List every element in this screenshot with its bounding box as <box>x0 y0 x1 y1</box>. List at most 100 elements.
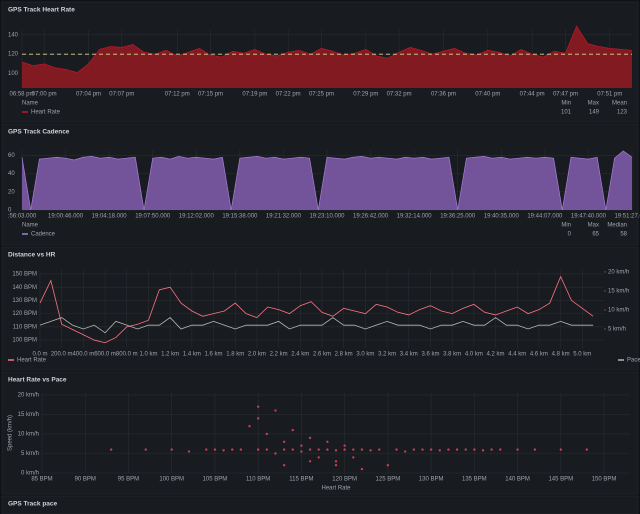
x-tick-label: 07:04 pm <box>76 92 101 98</box>
x-tick-label: 06:58 pm <box>9 92 34 98</box>
legend-header: Name <box>22 223 39 229</box>
x-tick-label: 2.2 km <box>270 352 288 358</box>
x-tick-label: 2.8 km <box>335 352 353 358</box>
x-tick-label: 19:36:25.000 <box>440 214 476 220</box>
x-tick-label: 19:47:40.000 <box>571 214 607 220</box>
x-tick-label: 90 BPM <box>75 477 96 483</box>
legend-stat: 149 <box>589 110 600 116</box>
legend-header: Mean <box>612 101 627 107</box>
x-tick-label: 3.2 km <box>378 352 396 358</box>
scatter-point <box>412 448 416 451</box>
x-tick-label: 135 BPM <box>462 477 487 483</box>
scatter-point <box>343 448 346 451</box>
x-tick-label: 4.2 km <box>487 352 505 358</box>
x-tick-label: 2.6 km <box>313 352 331 358</box>
x-tick-label: 3.4 km <box>400 352 418 358</box>
y-tick-label: 0 <box>8 208 12 214</box>
x-tick-label: 07:47 pm <box>553 92 578 98</box>
scatter-point <box>231 448 234 451</box>
y-tick-label: 15 km/h <box>18 412 39 418</box>
panel-title: GPS Track Heart Rate <box>8 7 75 14</box>
scatter-point <box>438 449 441 452</box>
legend-stat: 101 <box>561 110 572 116</box>
x-tick-label: 400.0 m <box>73 352 95 358</box>
x-tick-label: 600.0 m <box>94 352 116 358</box>
x-tick-label: 1.8 km <box>226 352 244 358</box>
x-tick-label: :56:03.000 <box>8 214 37 220</box>
legend-header: Name <box>22 101 39 107</box>
y-tick-label: 20 <box>8 189 15 195</box>
x-tick-label: 800.0 m <box>116 352 138 358</box>
scatter-point <box>291 428 294 432</box>
x-tick-label: 19:21:32.000 <box>266 214 302 220</box>
y-tick-label: 130 BPM <box>12 298 37 304</box>
x-tick-label: 140 BPM <box>505 477 530 483</box>
x-tick-label: 3.0 km <box>356 352 374 358</box>
x-tick-label: 105 BPM <box>203 477 228 483</box>
x-tick-label: 19:26:42.000 <box>353 214 389 220</box>
scatter-point <box>274 409 277 412</box>
scatter-point <box>308 460 312 463</box>
y2-tick-label: 20 km/h <box>608 269 629 275</box>
x-tick-label: 07:07 pm <box>109 92 134 98</box>
panel <box>1 246 639 371</box>
x-tick-label: 07:36 pm <box>431 92 456 98</box>
scatter-point <box>222 449 225 452</box>
scatter-point <box>533 448 537 451</box>
scatter-point <box>187 450 191 453</box>
scatter-point <box>352 448 355 451</box>
area-line <box>21 25 633 73</box>
scatter-point <box>334 463 338 467</box>
x-tick-label: 19:40:35.000 <box>484 214 520 220</box>
y-tick-label: 100 <box>8 71 19 77</box>
scatter-point <box>395 448 398 451</box>
scatter-point <box>282 463 286 467</box>
scatter-point <box>334 460 338 463</box>
x-tick-label: 3.8 km <box>443 352 461 358</box>
x-tick-label: 19:04:18.000 <box>92 214 128 220</box>
x-tick-label: 19:23:10.000 <box>309 214 345 220</box>
x-tick-label: 19:12:02.000 <box>179 214 215 220</box>
x-tick-label: 07:40 pm <box>475 92 500 98</box>
scatter-point <box>585 448 588 451</box>
legend-name: Heart Rate <box>31 110 61 116</box>
x-tick-label: 1.4 km <box>183 352 201 358</box>
x-tick-label: 07:22 pm <box>276 92 301 98</box>
scatter-point <box>274 452 277 455</box>
scatter-point <box>282 448 286 451</box>
legend-name: Pace <box>627 358 640 364</box>
legend-name: Heart Rate <box>17 358 47 364</box>
x-tick-label: 07:44 pm <box>520 92 545 98</box>
x-tick-label: 115 BPM <box>289 477 313 483</box>
y2-tick-label: 5 km/h <box>608 327 626 333</box>
x-tick-label: 150 BPM <box>592 477 617 483</box>
x-tick-label: 2.4 km <box>291 352 309 358</box>
area-line <box>21 150 633 211</box>
x-tick-label: 07:32 pm <box>387 92 412 98</box>
scatter-point <box>455 448 459 451</box>
scatter-point <box>421 448 424 451</box>
y-tick-label: 20 km/h <box>18 393 39 399</box>
scatter-point <box>516 448 519 451</box>
x-tick-label: 1.0 km <box>139 352 157 358</box>
x-tick-label: 4.8 km <box>552 352 570 358</box>
y-tick-label: 120 BPM <box>12 311 37 317</box>
x-tick-label: 5.0 km <box>573 352 591 358</box>
y2-tick-label: 10 km/h <box>608 308 629 314</box>
area <box>22 26 632 89</box>
panel <box>1 371 639 495</box>
panel-title: Heart Rate vs Pace <box>8 377 67 384</box>
scatter-point <box>473 448 476 451</box>
y-tick-label: 120 <box>8 52 19 58</box>
y-axis-title: Speed (km/h) <box>8 415 14 451</box>
scatter-point <box>239 448 243 451</box>
legend-header: Min <box>561 223 571 229</box>
x-tick-label: 19:00:46.000 <box>48 214 84 220</box>
x-tick-label: 07:15 pm <box>198 92 223 98</box>
scatter-point <box>326 440 329 443</box>
scatter-point <box>490 448 493 451</box>
y-tick-label: 140 BPM <box>12 285 37 291</box>
x-tick-label: 07:00 pm <box>32 92 57 98</box>
